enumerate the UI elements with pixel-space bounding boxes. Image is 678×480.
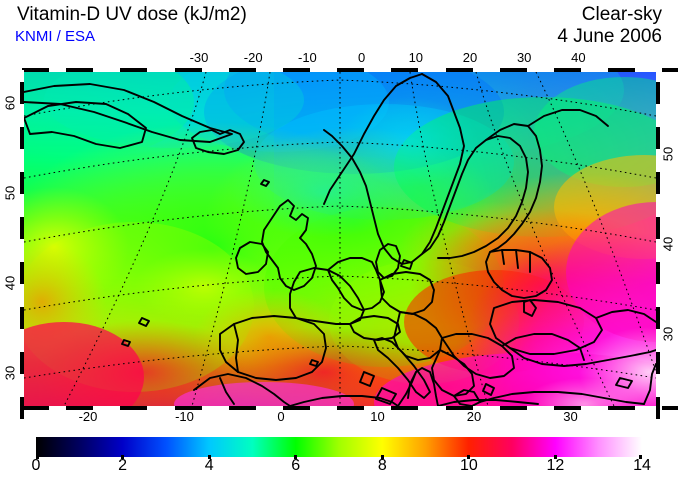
- colorbar-tick: [380, 455, 384, 459]
- colorbar-tick: [36, 455, 39, 459]
- graticule: [24, 72, 656, 406]
- lat-right-tick-label: 30: [660, 326, 676, 342]
- lon-bottom-tick-label: -20: [78, 409, 98, 424]
- lon-top-tick-label: -20: [243, 50, 263, 65]
- colorbar-tick-label: 2: [118, 457, 128, 474]
- axis-tick: [656, 82, 660, 104]
- lon-top-tick-label: -30: [189, 50, 209, 65]
- axis-tick: [445, 68, 473, 72]
- axis-tick: [120, 68, 148, 72]
- axis-tick: [656, 307, 660, 329]
- axis-tick: [20, 82, 24, 104]
- axis-tick: [66, 406, 94, 410]
- date-label: 4 June 2006: [557, 26, 662, 47]
- axis-tick: [120, 406, 148, 410]
- axis-tick: [20, 217, 24, 239]
- colorbar-tick-label: 0: [31, 457, 41, 474]
- lat-left-tick-label: 40: [2, 275, 18, 291]
- colorbar-tick: [639, 455, 642, 459]
- axis-tick: [656, 172, 660, 194]
- axis-tick: [174, 68, 202, 72]
- lat-left-tick-label: 50: [2, 185, 18, 201]
- colorbar-gradient: [36, 437, 642, 457]
- page-title: Vitamin-D UV dose (kJ/m2): [17, 4, 247, 25]
- colorbar-tick-label: 4: [204, 457, 214, 474]
- colorbar-tick: [207, 455, 211, 459]
- axis-tick: [391, 68, 419, 72]
- axis-tick: [656, 217, 660, 239]
- colorbar-ticks: [36, 455, 642, 459]
- axis-tick: [228, 406, 256, 410]
- lon-bottom-tick-label: -10: [175, 409, 194, 424]
- axis-tick: [662, 406, 678, 410]
- axis-tick: [20, 127, 24, 149]
- axis-tick: [656, 397, 660, 419]
- axis-tick: [499, 406, 527, 410]
- axis-tick: [337, 68, 365, 72]
- axis-tick: [20, 307, 24, 329]
- lon-bottom-tick-label: 10: [370, 409, 385, 424]
- axis-tick: [337, 406, 365, 410]
- uv-dose-heatmap: [24, 72, 656, 406]
- axis-tick: [20, 397, 24, 419]
- axis-tick: [662, 68, 678, 72]
- axis-tick: [608, 68, 636, 72]
- axis-tick: [283, 406, 310, 410]
- colorbar-tick-label: 14: [633, 457, 651, 474]
- lat-right-tick-label: 50: [660, 146, 676, 162]
- coastlines: [24, 73, 656, 406]
- axis-tick: [391, 406, 419, 410]
- colorbar[interactable]: [36, 437, 642, 457]
- axis-tick: [656, 127, 660, 149]
- axis-tick: [20, 262, 24, 284]
- lat-right-tick-label: 40: [660, 236, 676, 252]
- lat-left-tick-label: 60: [2, 95, 18, 111]
- colorbar-tick: [121, 455, 125, 459]
- lat-left-tick-label: 30: [2, 365, 18, 381]
- axis-ticks-top: [22, 68, 678, 72]
- lon-bottom-tick-label: 0: [277, 409, 285, 424]
- axis-tick: [66, 68, 94, 72]
- axis-tick: [554, 68, 581, 72]
- axis-ticks-left: [20, 70, 24, 419]
- lon-bottom-tick-label: 30: [563, 409, 578, 424]
- colorbar-tick-label: 8: [377, 457, 387, 474]
- axis-ticks-right: [656, 70, 660, 419]
- colorbar-tick-label: 10: [459, 457, 478, 474]
- axis-tick: [22, 406, 49, 410]
- axis-tick: [283, 68, 310, 72]
- lon-bottom-tick-label: 20: [466, 409, 482, 424]
- axis-tick: [445, 406, 473, 410]
- lon-top-tick-label: 20: [462, 50, 478, 65]
- lon-top-tick-label: -10: [297, 50, 317, 65]
- axis-tick: [20, 352, 24, 374]
- lon-top-tick-label: 40: [571, 50, 586, 65]
- axis-tick: [656, 262, 660, 284]
- sky-condition-label: Clear-sky: [581, 4, 662, 25]
- axis-tick: [554, 406, 581, 410]
- map-panel: [22, 70, 658, 408]
- colorbar-tick-label: 12: [546, 457, 565, 474]
- axis-tick: [656, 352, 660, 374]
- axis-ticks-bottom: [22, 406, 678, 410]
- axis-tick: [174, 406, 202, 410]
- colorbar-tick-label: 6: [291, 457, 301, 474]
- colorbar-tick: [294, 455, 298, 459]
- lon-top-tick-label: 10: [408, 50, 424, 65]
- colorbar-tick: [467, 455, 471, 459]
- axis-tick: [608, 406, 636, 410]
- lon-top-tick-label: 0: [357, 50, 366, 65]
- colorbar-tick: [553, 455, 557, 459]
- agency-credit: KNMI / ESA: [15, 28, 96, 45]
- lon-top-tick-label: 30: [516, 50, 532, 65]
- axis-tick: [22, 68, 49, 72]
- axis-tick: [20, 172, 24, 194]
- axis-tick: [228, 68, 256, 72]
- axis-tick: [499, 68, 527, 72]
